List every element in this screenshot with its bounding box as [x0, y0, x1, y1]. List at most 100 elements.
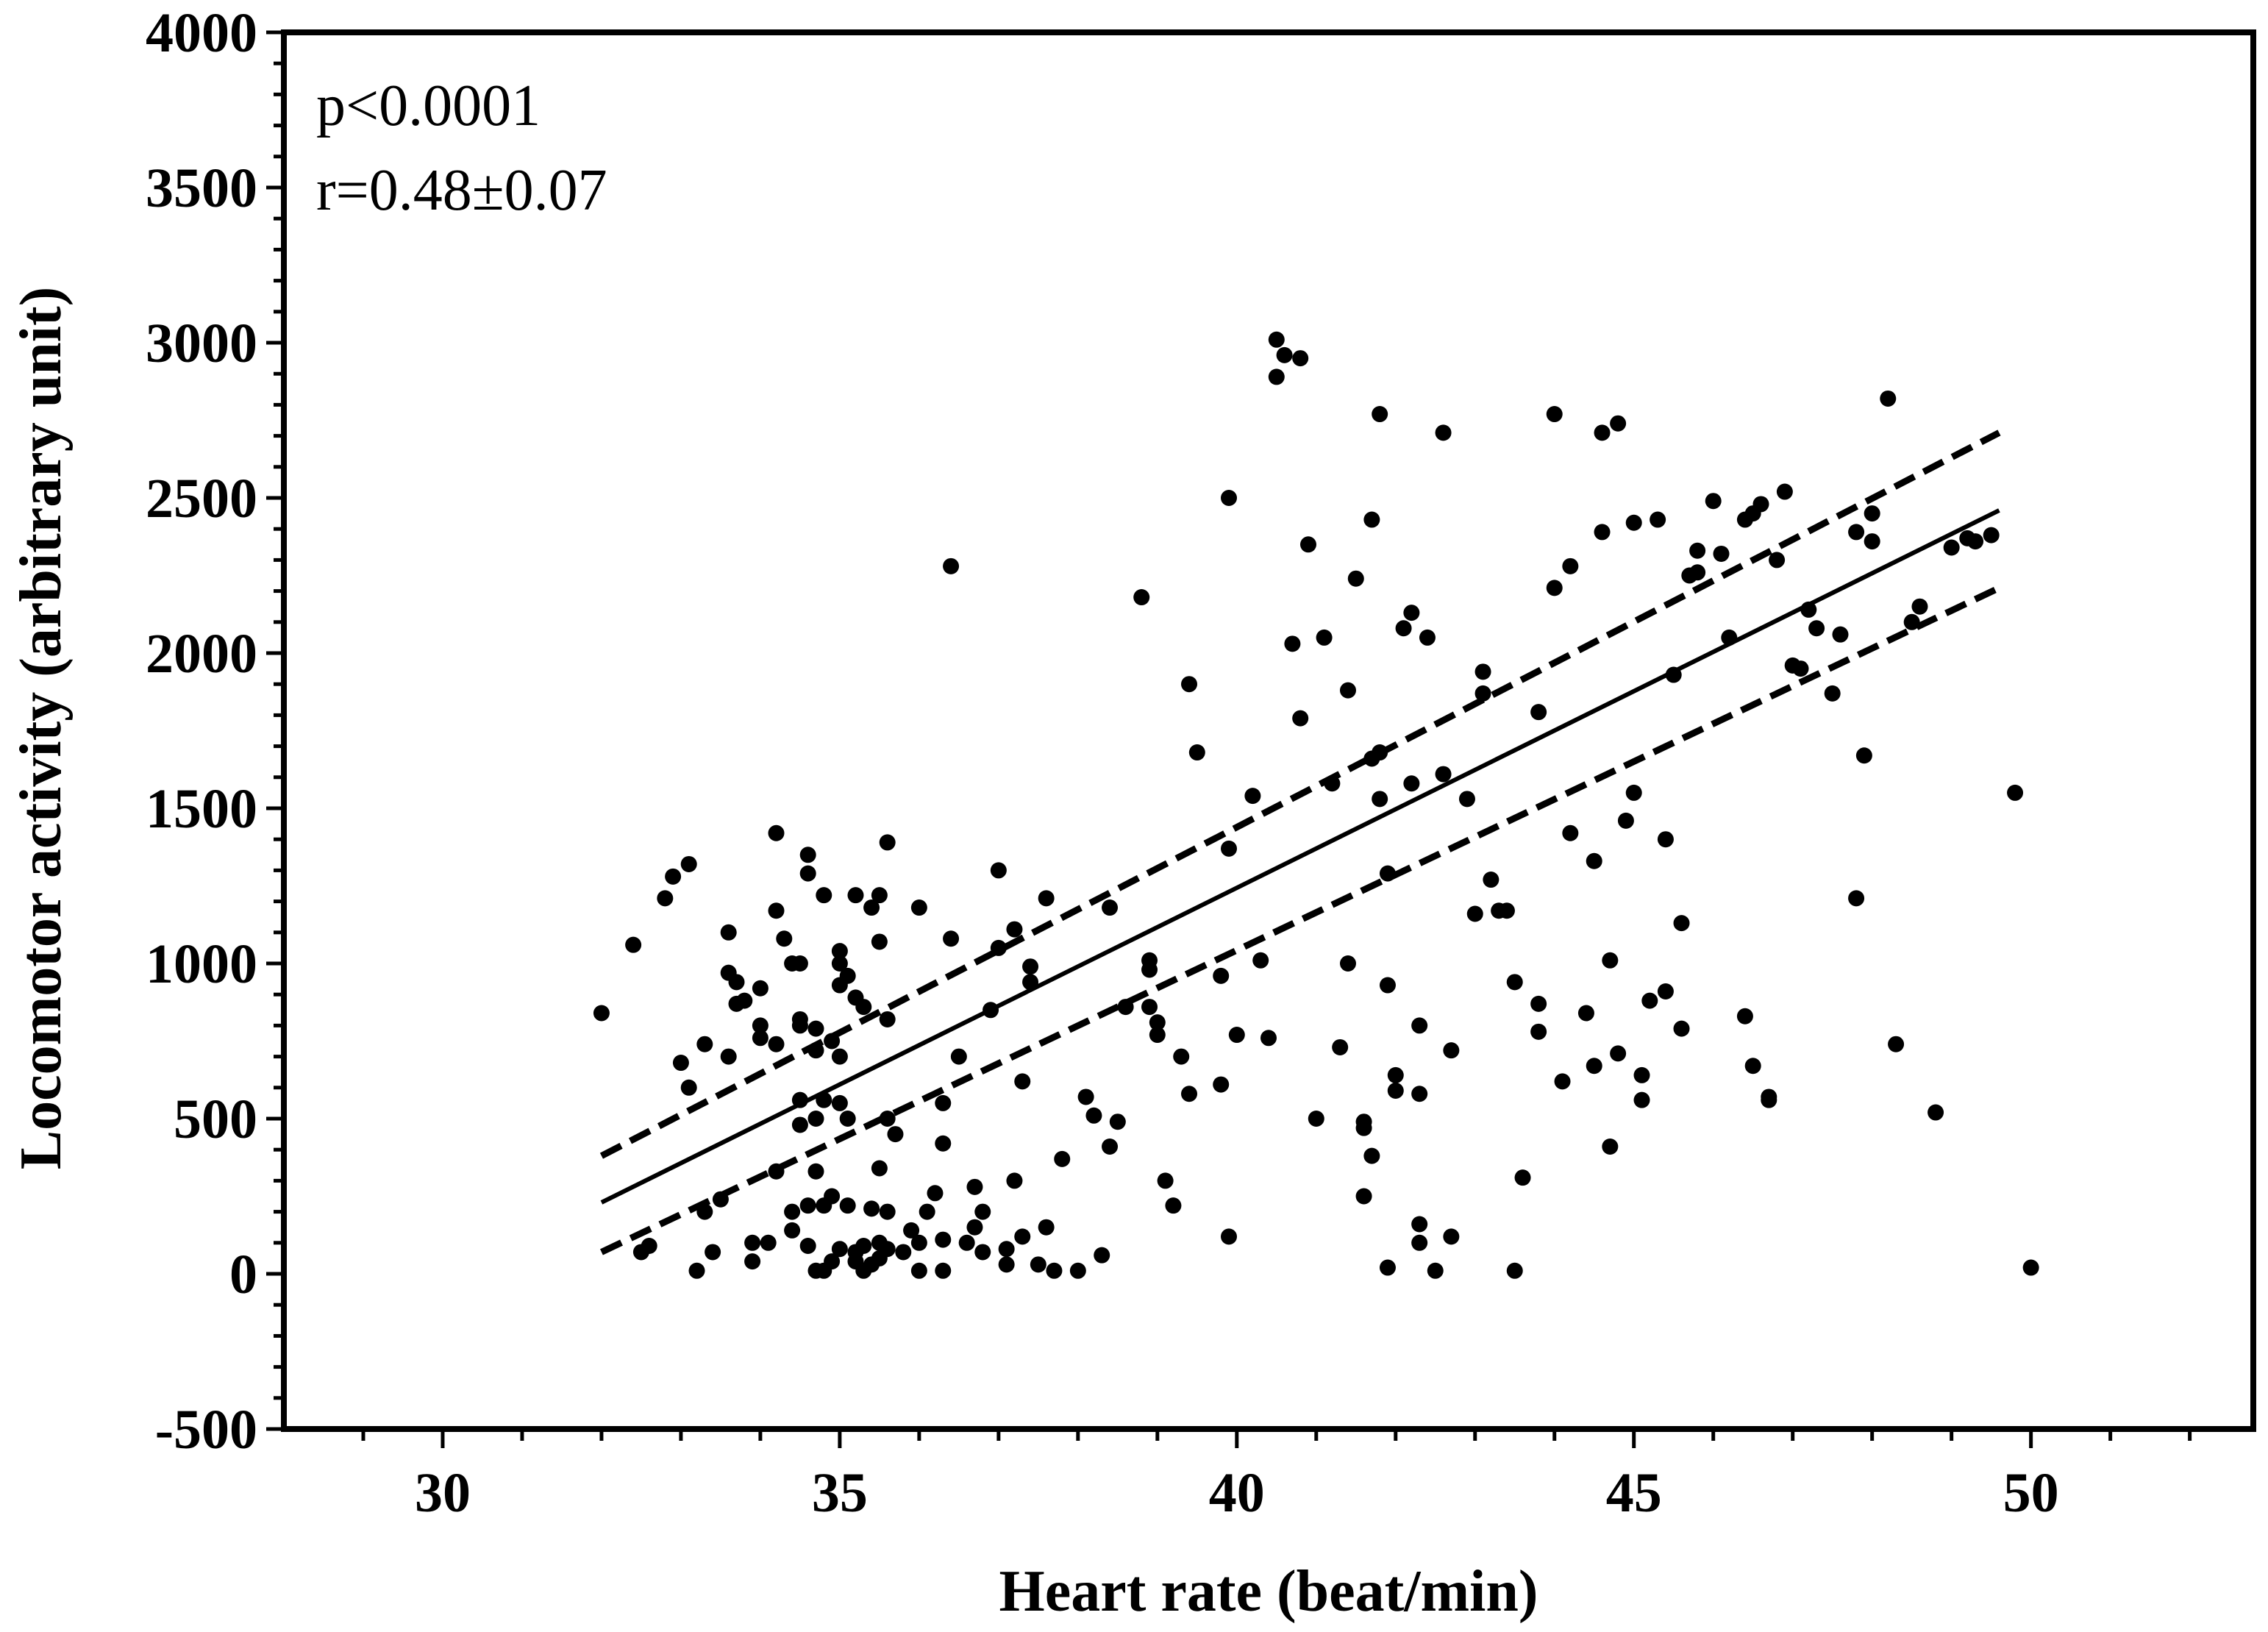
data-point [1792, 660, 1808, 677]
data-point [1094, 1247, 1110, 1264]
data-point [1269, 332, 1285, 348]
data-point [1928, 1105, 1944, 1121]
data-point [800, 1238, 816, 1254]
data-point [855, 999, 871, 1015]
data-point [1419, 630, 1436, 646]
data-point [1316, 630, 1333, 646]
data-point [999, 1256, 1015, 1272]
data-point [1626, 515, 1642, 531]
data-point [919, 1204, 935, 1220]
data-point [689, 1263, 705, 1279]
data-point [2007, 785, 2023, 801]
data-point [943, 930, 959, 947]
data-point [1046, 1263, 1062, 1279]
data-point [832, 1095, 848, 1111]
data-point [966, 1179, 983, 1195]
data-point [1427, 1263, 1444, 1279]
data-point [657, 890, 673, 906]
data-point [1221, 841, 1237, 857]
data-point [1300, 536, 1316, 552]
data-point [1689, 564, 1705, 580]
y-tick-label: 3000 [146, 313, 257, 374]
data-point [696, 1036, 713, 1052]
data-point [807, 1111, 824, 1127]
upper-confidence-line [602, 432, 2000, 1155]
data-point [1944, 540, 1960, 556]
scatter-chart: -50005001000150020002500300035004000 30 3… [0, 0, 2268, 1632]
lower-confidence-line [602, 588, 2000, 1252]
data-point [1515, 1169, 1531, 1186]
y-tick-label: 1000 [146, 933, 257, 995]
x-axis-ticks: 30 35 40 45 50 [363, 1429, 2190, 1524]
data-point [800, 866, 816, 882]
data-point [974, 1244, 991, 1260]
data-point [1380, 977, 1396, 994]
data-point [1443, 1042, 1459, 1058]
data-point [1396, 620, 1412, 636]
data-point [1737, 1008, 1753, 1025]
data-point [1562, 558, 1578, 574]
data-point [1110, 1113, 1126, 1130]
data-point [1562, 825, 1578, 841]
data-point [1443, 1228, 1459, 1244]
data-point [792, 1116, 808, 1133]
data-point [1380, 1260, 1396, 1276]
data-point [880, 1241, 896, 1257]
data-point [1372, 406, 1388, 422]
y-tick-label: 3500 [146, 157, 257, 219]
data-point [784, 1204, 800, 1220]
data-point [1745, 1058, 1761, 1074]
data-point [1213, 1077, 1229, 1093]
data-point [1014, 1073, 1030, 1089]
data-point [1356, 1189, 1372, 1205]
data-point [807, 1021, 824, 1037]
y-tick-label: 1500 [146, 778, 257, 840]
data-point [1292, 710, 1308, 727]
data-point [807, 1164, 824, 1180]
data-point [840, 1197, 856, 1214]
data-point [1308, 1111, 1324, 1127]
data-point [1411, 1017, 1427, 1033]
data-point [625, 937, 641, 953]
data-point [1475, 663, 1491, 680]
data-point [1586, 1058, 1602, 1074]
data-point [1483, 872, 1499, 888]
data-point [1181, 676, 1197, 692]
data-point [1038, 1219, 1055, 1236]
data-point [911, 1235, 927, 1251]
y-tick-label: 0 [229, 1244, 257, 1305]
data-point [999, 1241, 1015, 1257]
data-point [1880, 391, 1896, 407]
data-points [593, 332, 2039, 1279]
data-point [1411, 1086, 1427, 1102]
data-point [1252, 952, 1269, 969]
data-point [1825, 685, 1841, 702]
data-point [1340, 683, 1356, 699]
data-point [1149, 1027, 1166, 1043]
data-point [792, 1011, 808, 1027]
p-value-annotation: p<0.0001 [316, 74, 541, 138]
data-point [1269, 368, 1285, 385]
data-point [1189, 744, 1205, 760]
data-point [769, 902, 785, 919]
data-point [1507, 1263, 1523, 1279]
data-point [1244, 788, 1260, 804]
data-point [887, 1126, 903, 1142]
data-point [1967, 533, 1983, 549]
data-point [1848, 524, 1864, 540]
data-point [855, 1238, 871, 1254]
x-tick-label: 35 [812, 1462, 868, 1524]
data-point [1888, 1036, 1904, 1052]
data-point [1102, 899, 1118, 916]
data-point [736, 993, 752, 1009]
regression-lines [602, 432, 2000, 1252]
data-point [911, 899, 927, 916]
data-point [1078, 1088, 1094, 1105]
data-point [673, 1055, 689, 1071]
x-tick-label: 40 [1209, 1462, 1265, 1524]
data-point [1356, 1113, 1372, 1130]
data-point [705, 1244, 721, 1260]
y-tick-label: 4000 [146, 2, 257, 64]
data-point [991, 862, 1007, 878]
